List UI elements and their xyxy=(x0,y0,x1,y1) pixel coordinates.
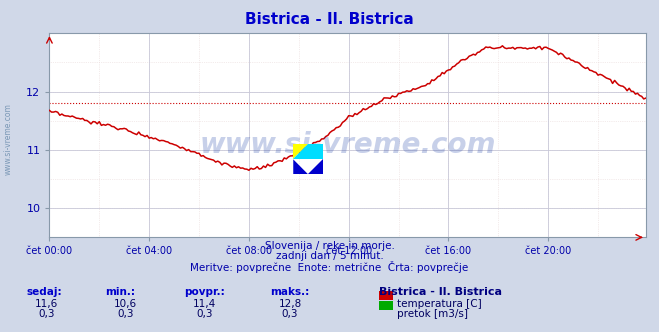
Text: sedaj:: sedaj: xyxy=(26,287,62,297)
Text: Bistrica - Il. Bistrica: Bistrica - Il. Bistrica xyxy=(245,12,414,27)
Polygon shape xyxy=(293,144,308,159)
Text: povpr.:: povpr.: xyxy=(185,287,225,297)
Text: maks.:: maks.: xyxy=(270,287,310,297)
Text: 11,6: 11,6 xyxy=(34,299,58,309)
Text: www.si-vreme.com: www.si-vreme.com xyxy=(4,104,13,175)
Text: 12,8: 12,8 xyxy=(278,299,302,309)
Polygon shape xyxy=(293,144,323,159)
Text: Bistrica - Il. Bistrica: Bistrica - Il. Bistrica xyxy=(379,287,502,297)
Text: www.si-vreme.com: www.si-vreme.com xyxy=(200,131,496,159)
Text: 0,3: 0,3 xyxy=(38,309,55,319)
Text: temperatura [C]: temperatura [C] xyxy=(397,299,482,309)
Text: pretok [m3/s]: pretok [m3/s] xyxy=(397,309,469,319)
Polygon shape xyxy=(308,159,323,174)
Text: 11,4: 11,4 xyxy=(192,299,216,309)
Text: Meritve: povprečne  Enote: metrične  Črta: povprečje: Meritve: povprečne Enote: metrične Črta:… xyxy=(190,261,469,273)
Text: 0,3: 0,3 xyxy=(196,309,213,319)
Text: 10,6: 10,6 xyxy=(113,299,137,309)
Polygon shape xyxy=(293,159,308,174)
Text: 0,3: 0,3 xyxy=(281,309,299,319)
Text: min.:: min.: xyxy=(105,287,136,297)
Text: 0,3: 0,3 xyxy=(117,309,134,319)
Text: Slovenija / reke in morje.: Slovenija / reke in morje. xyxy=(264,241,395,251)
Text: zadnji dan / 5 minut.: zadnji dan / 5 minut. xyxy=(275,251,384,261)
